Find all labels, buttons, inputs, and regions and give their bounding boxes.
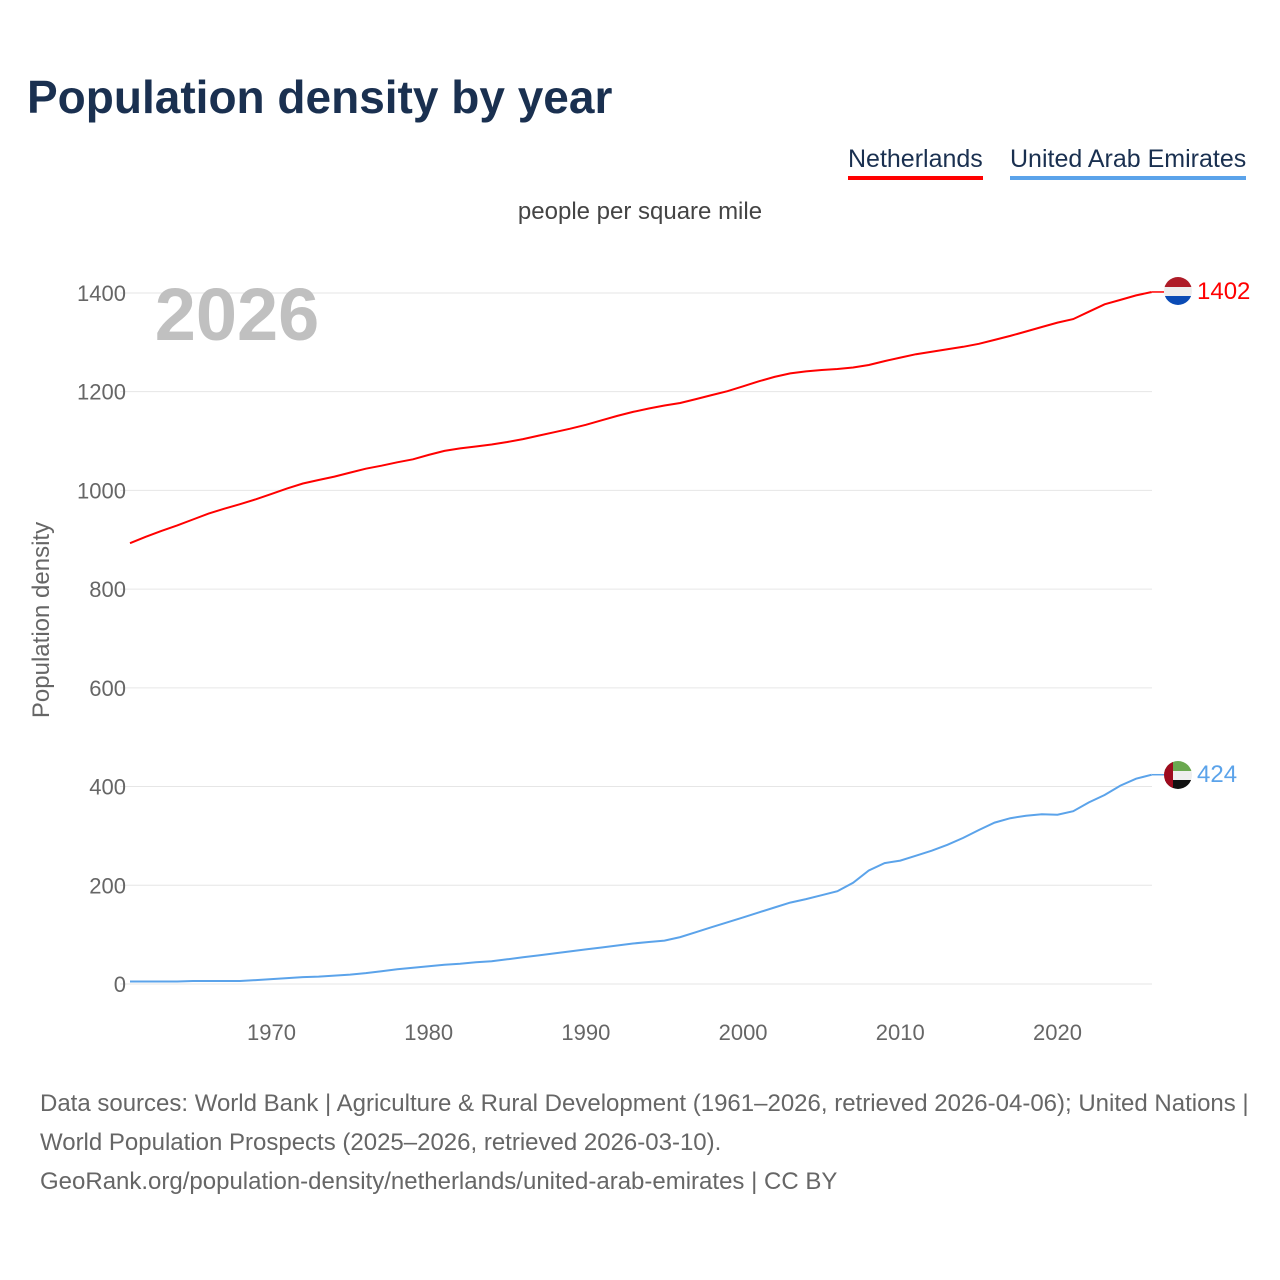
y-tick-label: 0	[114, 972, 126, 997]
x-tick-label: 1970	[247, 1020, 296, 1045]
y-tick-label: 200	[89, 873, 126, 898]
source-text: Data sources: World Bank | Agriculture &…	[40, 1090, 1249, 1156]
netherlands-end-label: 1402	[1197, 278, 1250, 305]
y-tick-label: 1200	[77, 380, 126, 405]
x-tick-label: 1980	[404, 1020, 453, 1045]
y-tick-label: 1400	[77, 281, 126, 306]
series-line-united-arab-emirates[interactable]	[130, 773, 1153, 983]
y-tick-label: 600	[89, 676, 126, 701]
legend-netherlands[interactable]: Netherlands	[848, 145, 983, 180]
x-tick-label: 1990	[561, 1020, 610, 1045]
series-line-netherlands[interactable]	[129, 291, 1153, 545]
x-tick-label: 2000	[719, 1020, 768, 1045]
y-tick-label: 1000	[77, 478, 126, 503]
netherlands-flag-icon	[1164, 277, 1192, 305]
uae-flag-icon	[1164, 761, 1192, 789]
y-tick-label: 800	[89, 577, 126, 602]
y-tick-label: 400	[89, 775, 126, 800]
source-note: Data sources: World Bank | Agriculture &…	[40, 1084, 1250, 1201]
legend-united-arab-emirates[interactable]: United Arab Emirates	[1010, 145, 1247, 180]
year-label: 2026	[155, 273, 320, 356]
chart-title: Population density by year	[27, 71, 613, 123]
uae-end-label: 424	[1197, 761, 1237, 788]
source-link[interactable]: GeoRank.org/population-density/netherlan…	[40, 1168, 838, 1195]
x-tick-label: 2020	[1033, 1020, 1082, 1045]
x-tick-label: 2010	[876, 1020, 925, 1045]
chart-subtitle: people per square mile	[517, 198, 763, 225]
